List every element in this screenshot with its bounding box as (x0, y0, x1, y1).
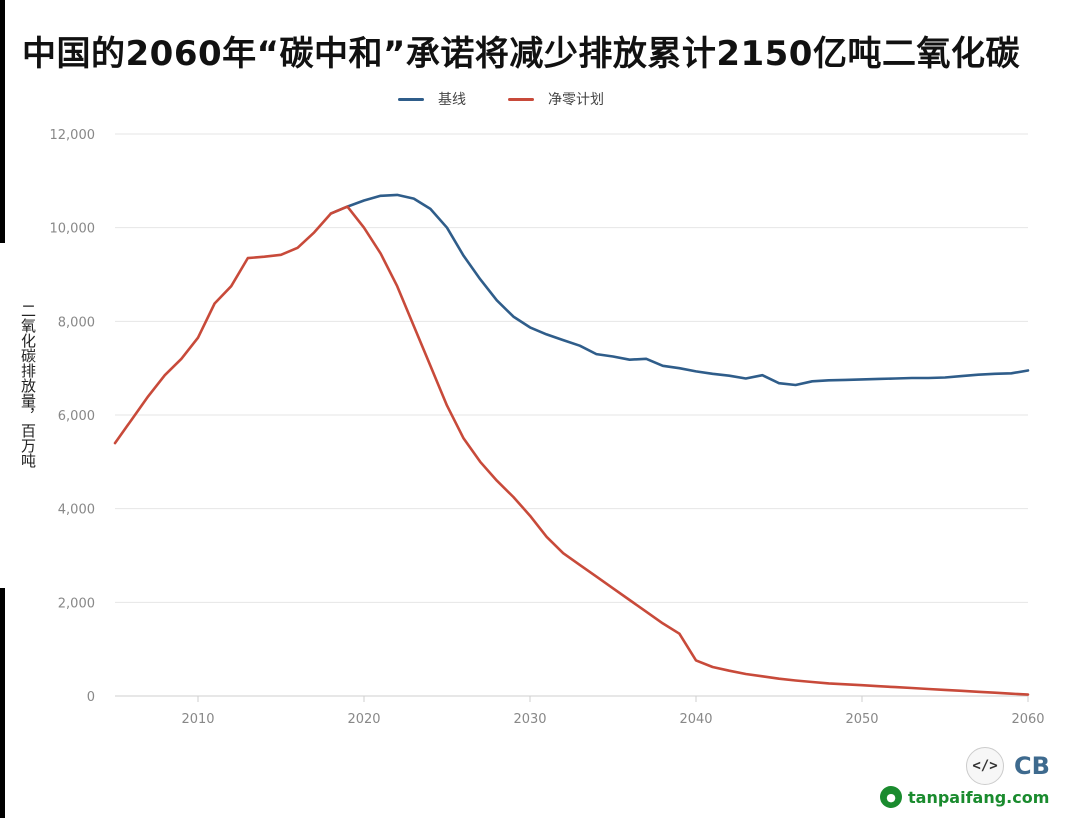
x-tick-label: 2050 (845, 712, 878, 727)
x-tick-label: 2060 (1011, 712, 1044, 727)
baseline-series-line[interactable] (329, 193, 1030, 387)
legend-swatch-netzero (508, 97, 534, 101)
legend-item-netzero[interactable]: 净零计划 (508, 89, 604, 109)
carbonbrief-logo[interactable]: </> CB (966, 747, 1050, 785)
legend-item-baseline[interactable]: 基线 (398, 89, 466, 109)
y-axis-ticks: 0 2,000 4,000 6,000 8,000 10,000 12,000 (50, 128, 96, 705)
watermark: ● tanpaifang.com (880, 786, 1049, 808)
legend-label-netzero: 净零计划 (548, 92, 604, 108)
x-axis-ticks: 2010 2020 2030 2040 2050 2060 (181, 696, 1045, 727)
legend-swatch-baseline (398, 97, 424, 101)
legend-label-baseline: 基线 (438, 92, 466, 108)
chart-title: 中国的2060年“碳中和”承诺将减少排放累计2150亿吨二氧化碳 (22, 34, 1020, 74)
cb-brand-text: CB (1014, 752, 1050, 780)
leaf-icon: ● (880, 786, 902, 808)
y-tick-label: 4,000 (58, 503, 95, 518)
y-tick-label: 2,000 (58, 596, 95, 611)
netzero-series-line[interactable] (113, 205, 1030, 696)
x-tick-label: 2010 (181, 712, 214, 727)
x-tick-label: 2030 (513, 712, 546, 727)
y-tick-label: 8,000 (58, 315, 95, 330)
x-tick-label: 2020 (347, 712, 380, 727)
series-lines (113, 193, 1030, 696)
left-edge-bar (0, 0, 5, 243)
y-axis-label: 二氧化碳排放量，百万吨 (19, 303, 37, 468)
watermark-text: tanpaifang.com (908, 787, 1050, 807)
left-edge-bar (0, 588, 5, 818)
x-tick-label: 2040 (679, 712, 712, 727)
y-tick-label: 0 (87, 690, 95, 705)
code-embed-icon[interactable]: </> (966, 747, 1004, 785)
y-tick-label: 12,000 (50, 128, 96, 143)
y-tick-label: 6,000 (58, 409, 95, 424)
gridlines (115, 133, 1028, 697)
y-tick-label: 10,000 (50, 222, 96, 237)
legend: 基线 净零计划 (398, 88, 646, 110)
